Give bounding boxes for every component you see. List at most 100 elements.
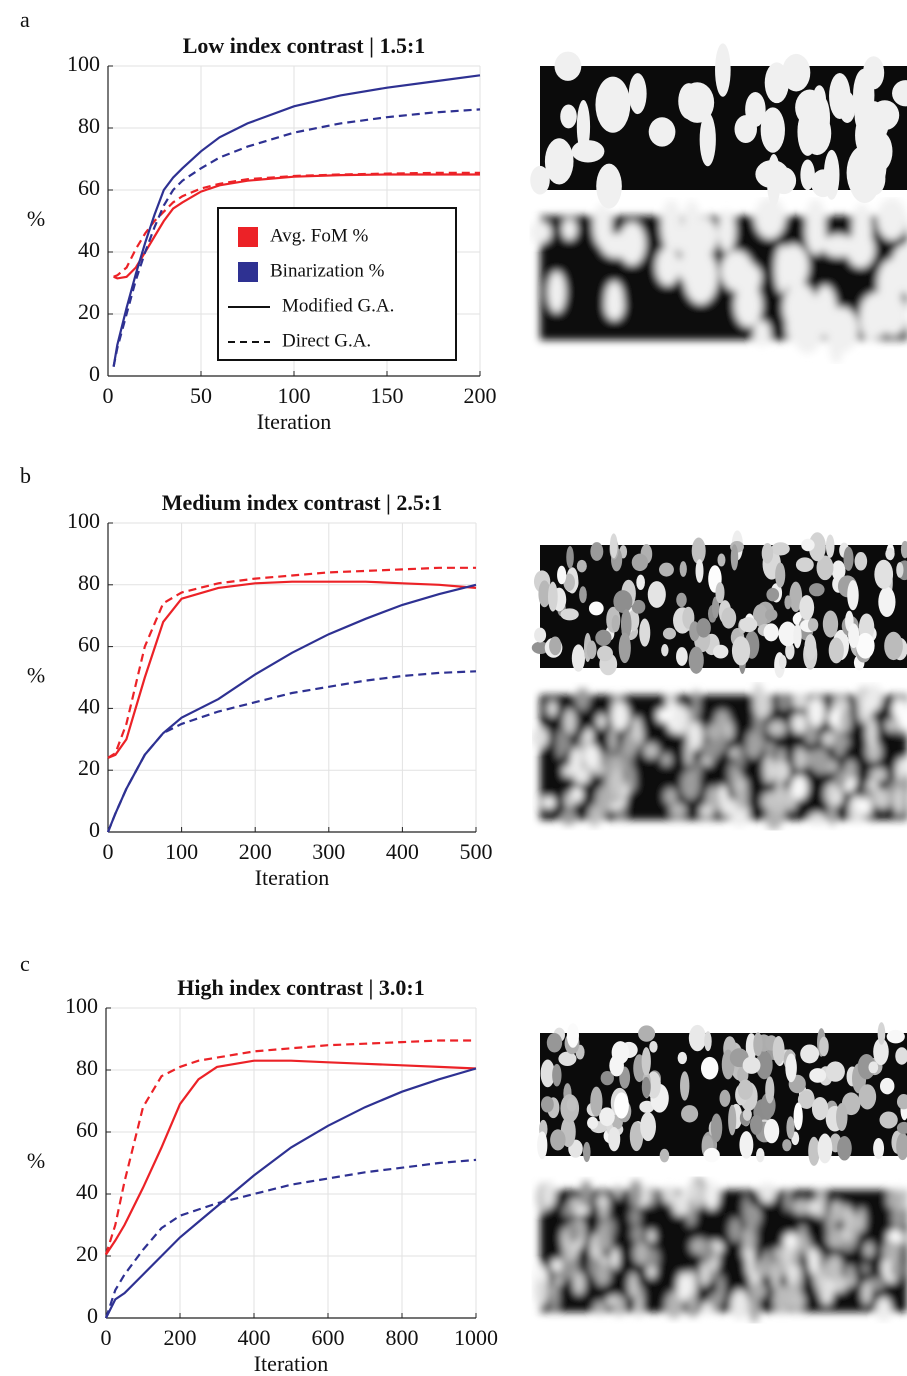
image-blob — [876, 197, 907, 241]
image-blob — [680, 769, 700, 800]
image-blob — [859, 295, 881, 341]
image-blob — [784, 1188, 792, 1212]
image-blob — [717, 553, 726, 567]
image-blob — [831, 560, 846, 581]
image-blob — [531, 641, 550, 654]
x-tick-label: 400 — [386, 839, 419, 864]
image-blob — [791, 693, 809, 710]
image-blob — [585, 727, 593, 744]
image-blob — [828, 637, 844, 664]
image-blob — [778, 244, 809, 289]
y-tick-label: 100 — [67, 508, 100, 533]
image-blob — [633, 1241, 650, 1265]
image-blob — [711, 596, 720, 619]
image-blob — [647, 581, 666, 608]
image-blob — [560, 104, 577, 129]
image-blob — [786, 1116, 795, 1140]
image-blob — [631, 553, 649, 572]
image-blob — [534, 1278, 549, 1307]
image-blob — [546, 1033, 563, 1053]
image-blob — [825, 782, 836, 805]
image-blob — [886, 1029, 905, 1044]
image-blob — [896, 562, 904, 578]
image-blob — [620, 609, 632, 639]
image-blob — [549, 636, 562, 656]
image-blob — [773, 1285, 792, 1314]
image-blob — [797, 1090, 815, 1109]
image-blob — [638, 1025, 656, 1042]
image-blob — [611, 1247, 619, 1270]
image-blob — [712, 644, 729, 659]
image-blob — [661, 753, 672, 767]
image-blob — [825, 534, 835, 558]
series-line — [112, 74, 481, 367]
structure-image — [531, 530, 907, 678]
image-blob — [566, 1097, 577, 1112]
image-blob — [787, 1291, 806, 1311]
image-blob — [563, 708, 577, 735]
image-blob — [846, 145, 882, 201]
x-tick-label: 0 — [103, 383, 114, 408]
image-blob — [540, 1096, 554, 1113]
x-tick-label: 50 — [190, 383, 212, 408]
image-blob — [560, 809, 577, 826]
image-blob — [848, 623, 860, 649]
image-blob — [816, 1273, 825, 1295]
image-blob — [734, 283, 763, 328]
x-axis-label: Iteration — [255, 865, 330, 890]
image-blob — [882, 1240, 902, 1262]
image-blob — [530, 165, 550, 195]
image-blob — [884, 719, 898, 733]
image-blob — [784, 1243, 792, 1267]
image-blob — [661, 1186, 677, 1204]
image-blob — [855, 113, 876, 157]
structure-image — [531, 1176, 907, 1324]
image-blob — [878, 586, 896, 618]
image-blob — [587, 1116, 599, 1130]
image-blob — [805, 208, 826, 256]
image-blob — [763, 623, 779, 642]
y-tick-label: 0 — [87, 1303, 98, 1328]
y-tick-label: 40 — [78, 693, 100, 718]
x-tick-label: 150 — [371, 383, 404, 408]
image-blob — [782, 53, 811, 92]
image-blob — [877, 259, 904, 309]
image-blob — [795, 89, 825, 126]
image-blob — [767, 720, 787, 737]
image-blob — [731, 636, 751, 666]
y-tick-label: 100 — [67, 51, 100, 76]
image-blob — [870, 100, 900, 131]
image-blob — [561, 218, 577, 241]
image-blob — [822, 610, 839, 638]
image-blob — [695, 559, 704, 583]
image-blob — [618, 222, 646, 266]
image-blob — [836, 1102, 848, 1132]
image-blob — [609, 1054, 624, 1077]
image-blob — [576, 559, 587, 573]
image-blob — [725, 721, 734, 741]
image-blob — [701, 740, 721, 761]
y-tick-label: 100 — [65, 993, 98, 1018]
image-blob — [742, 1195, 751, 1224]
series-line — [107, 566, 476, 759]
image-blob — [719, 1089, 731, 1107]
x-tick-label: 800 — [386, 1325, 419, 1350]
image-blob — [566, 1219, 582, 1244]
image-blob — [613, 1185, 623, 1200]
image-blob — [595, 786, 612, 816]
structure-image — [530, 43, 907, 209]
image-blob — [816, 555, 834, 581]
image-blob — [804, 634, 817, 661]
image-blob — [868, 1061, 879, 1074]
image-blob — [734, 790, 748, 802]
image-blob — [844, 759, 857, 779]
image-blob — [699, 804, 713, 818]
image-blob — [594, 1263, 611, 1287]
image-blob — [672, 704, 689, 735]
image-blob — [756, 1148, 765, 1163]
image-blob — [656, 708, 670, 723]
series-line — [113, 171, 480, 278]
image-blob — [688, 646, 704, 674]
x-axis-label: Iteration — [257, 409, 332, 434]
